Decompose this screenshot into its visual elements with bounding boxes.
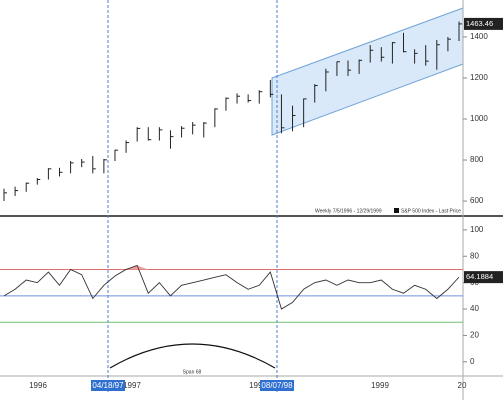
y-tick-label: 20 — [470, 331, 479, 340]
marker-label: 04/18/97 — [92, 381, 124, 390]
y-tick-label: 1000 — [470, 114, 488, 123]
legend-text: Weekly 7/5/1996 - 12/29/1999 — [315, 208, 382, 214]
span-arc — [109, 343, 276, 369]
y-tick-label: 0 — [470, 357, 475, 366]
x-tick-label: 20 — [458, 381, 467, 390]
x-tick-label: 1997 — [123, 381, 141, 390]
y-tick-label: 1400 — [470, 32, 488, 41]
y-tick-label: 100 — [470, 225, 484, 234]
x-tick-label: 1999 — [371, 381, 389, 390]
y-tick-label: 1200 — [470, 73, 488, 82]
marker-label: 08/07/98 — [261, 381, 293, 390]
last-value-box — [464, 271, 503, 284]
y-tick-label: 80 — [470, 251, 479, 260]
rsi-line — [3, 264, 460, 310]
y-tick-label: 600 — [470, 196, 484, 205]
span-label: Span 68 — [183, 369, 202, 375]
overbought-fill — [137, 265, 149, 270]
last-price-box — [464, 17, 503, 30]
marker-label-box — [91, 380, 125, 391]
x-tick-label: 1998 — [249, 381, 267, 390]
y-tick-label: 800 — [470, 155, 484, 164]
legend: Weekly 7/5/1996 - 12/29/1999 S&P 500 Ind… — [315, 208, 461, 214]
marker-label-box — [260, 380, 294, 391]
last-price-label: 1463.46 — [466, 19, 493, 28]
legend-swatch — [394, 208, 399, 213]
y-tick-label: 40 — [470, 304, 479, 313]
x-tick-label: 1996 — [29, 381, 47, 390]
last-value-label: 64.1884 — [466, 272, 493, 281]
legend-text: S&P 500 Index - Last Price — [401, 208, 461, 214]
